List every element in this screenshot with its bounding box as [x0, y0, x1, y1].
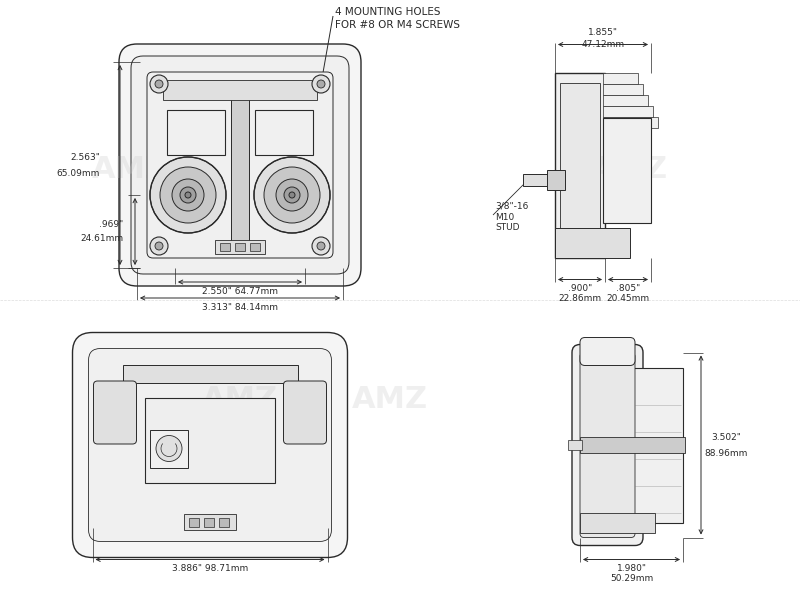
Bar: [189, 517, 199, 527]
Bar: [215, 240, 265, 254]
Text: 65.09mm: 65.09mm: [57, 169, 100, 178]
Text: .900": .900": [568, 284, 592, 293]
Bar: [555, 227, 630, 257]
Text: STUD: STUD: [495, 223, 519, 232]
Circle shape: [312, 237, 330, 255]
Bar: [568, 440, 582, 450]
Bar: [122, 364, 298, 383]
Text: M10: M10: [495, 212, 514, 221]
FancyBboxPatch shape: [94, 381, 137, 444]
Circle shape: [254, 157, 330, 233]
Bar: [98, 385, 133, 440]
Text: AMZ: AMZ: [592, 155, 668, 185]
Bar: [167, 110, 225, 155]
FancyBboxPatch shape: [119, 44, 361, 286]
Bar: [603, 116, 658, 127]
Text: 24.61mm: 24.61mm: [80, 234, 123, 243]
Text: AMZ: AMZ: [352, 385, 428, 415]
Text: AMZ: AMZ: [92, 155, 168, 185]
Bar: [603, 106, 653, 116]
Bar: [163, 80, 317, 100]
FancyBboxPatch shape: [89, 349, 331, 541]
Bar: [219, 517, 229, 527]
Text: FOR #8 OR M4 SCREWS: FOR #8 OR M4 SCREWS: [335, 20, 460, 30]
FancyBboxPatch shape: [580, 352, 635, 538]
Text: 20.45mm: 20.45mm: [606, 294, 650, 303]
Bar: [580, 512, 655, 533]
Text: 3.502": 3.502": [711, 433, 741, 442]
FancyBboxPatch shape: [147, 72, 333, 258]
FancyBboxPatch shape: [283, 381, 326, 444]
Bar: [150, 430, 188, 467]
Circle shape: [180, 187, 196, 203]
Circle shape: [284, 187, 300, 203]
Circle shape: [172, 179, 204, 211]
Text: 2.563": 2.563": [70, 152, 100, 161]
Text: A: A: [279, 126, 289, 139]
Text: 22.86mm: 22.86mm: [558, 294, 602, 303]
Bar: [603, 118, 651, 223]
Bar: [204, 517, 214, 527]
Text: 4 MOUNTING HOLES: 4 MOUNTING HOLES: [335, 7, 441, 17]
Bar: [603, 83, 643, 94]
Text: 50.29mm: 50.29mm: [610, 574, 653, 583]
Circle shape: [155, 242, 163, 250]
Text: SYSTEMS: SYSTEMS: [209, 439, 256, 449]
Text: .969": .969": [98, 220, 123, 229]
FancyBboxPatch shape: [572, 344, 643, 545]
Circle shape: [289, 192, 295, 198]
Text: BLUE SEA: BLUE SEA: [208, 425, 256, 434]
Bar: [603, 94, 648, 106]
Bar: [603, 73, 638, 83]
FancyBboxPatch shape: [131, 56, 349, 274]
Bar: [235, 243, 245, 251]
Circle shape: [155, 80, 163, 88]
Bar: [231, 82, 249, 248]
FancyBboxPatch shape: [73, 332, 347, 557]
Bar: [560, 82, 600, 247]
Circle shape: [150, 75, 168, 93]
Bar: [287, 385, 322, 440]
FancyBboxPatch shape: [580, 337, 635, 365]
Text: B: B: [191, 126, 201, 139]
Circle shape: [150, 237, 168, 255]
Bar: [547, 170, 565, 190]
Bar: [250, 243, 260, 251]
Text: 2.550" 64.77mm: 2.550" 64.77mm: [202, 286, 278, 295]
Text: 1.980": 1.980": [617, 564, 646, 573]
Circle shape: [160, 167, 216, 223]
Circle shape: [317, 242, 325, 250]
Text: 3.886" 98.71mm: 3.886" 98.71mm: [172, 564, 248, 573]
Text: AMZ: AMZ: [202, 385, 278, 415]
Circle shape: [276, 179, 308, 211]
Bar: [555, 73, 605, 257]
Circle shape: [264, 167, 320, 223]
Text: 1.855": 1.855": [588, 28, 618, 37]
Circle shape: [150, 157, 226, 233]
Circle shape: [312, 75, 330, 93]
Bar: [255, 110, 313, 155]
Bar: [633, 367, 683, 523]
Text: 47.12mm: 47.12mm: [582, 40, 625, 49]
Bar: [580, 437, 685, 453]
Text: 88.96mm: 88.96mm: [704, 449, 748, 457]
Circle shape: [317, 80, 325, 88]
Circle shape: [185, 192, 191, 198]
Bar: [184, 514, 236, 529]
Text: .805": .805": [616, 284, 640, 293]
Text: 3/8"-16: 3/8"-16: [495, 202, 528, 211]
Text: 3.313" 84.14mm: 3.313" 84.14mm: [202, 302, 278, 311]
Bar: [523, 174, 555, 186]
Bar: [145, 397, 275, 482]
Bar: [220, 243, 230, 251]
Circle shape: [156, 436, 182, 461]
